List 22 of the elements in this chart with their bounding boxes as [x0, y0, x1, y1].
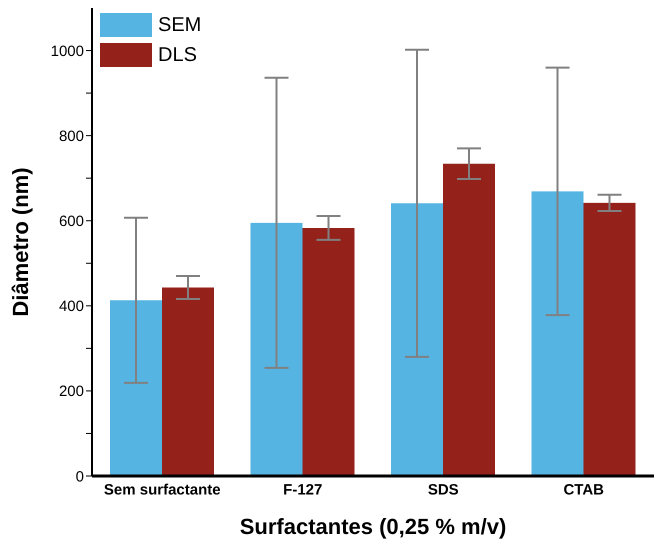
x-tick-label: CTAB: [563, 482, 604, 499]
bar: [532, 191, 584, 476]
bar: [443, 164, 495, 476]
y-tick-label: 600: [58, 213, 84, 230]
legend-label: SEM: [158, 14, 202, 36]
x-tick-label: SDS: [428, 482, 459, 499]
x-tick-label: Sem surfactante: [104, 482, 221, 499]
bar: [162, 288, 214, 476]
y-tick-label: 800: [58, 128, 84, 145]
bar: [391, 203, 443, 476]
legend-label: DLS: [158, 44, 197, 66]
bar: [302, 228, 354, 476]
x-axis-title: Surfactantes (0,25 % m/v): [240, 514, 506, 539]
y-axis-title: Diâmetro (nm): [8, 167, 33, 317]
bar: [584, 202, 636, 476]
y-tick-label: 400: [58, 298, 84, 316]
y-tick-label: 200: [58, 383, 84, 400]
y-tick-label: 0: [76, 468, 84, 486]
y-tick-label: 1000: [50, 42, 84, 60]
bar: [110, 300, 162, 476]
bar: [250, 222, 302, 476]
x-tick-label: F-127: [283, 482, 322, 499]
